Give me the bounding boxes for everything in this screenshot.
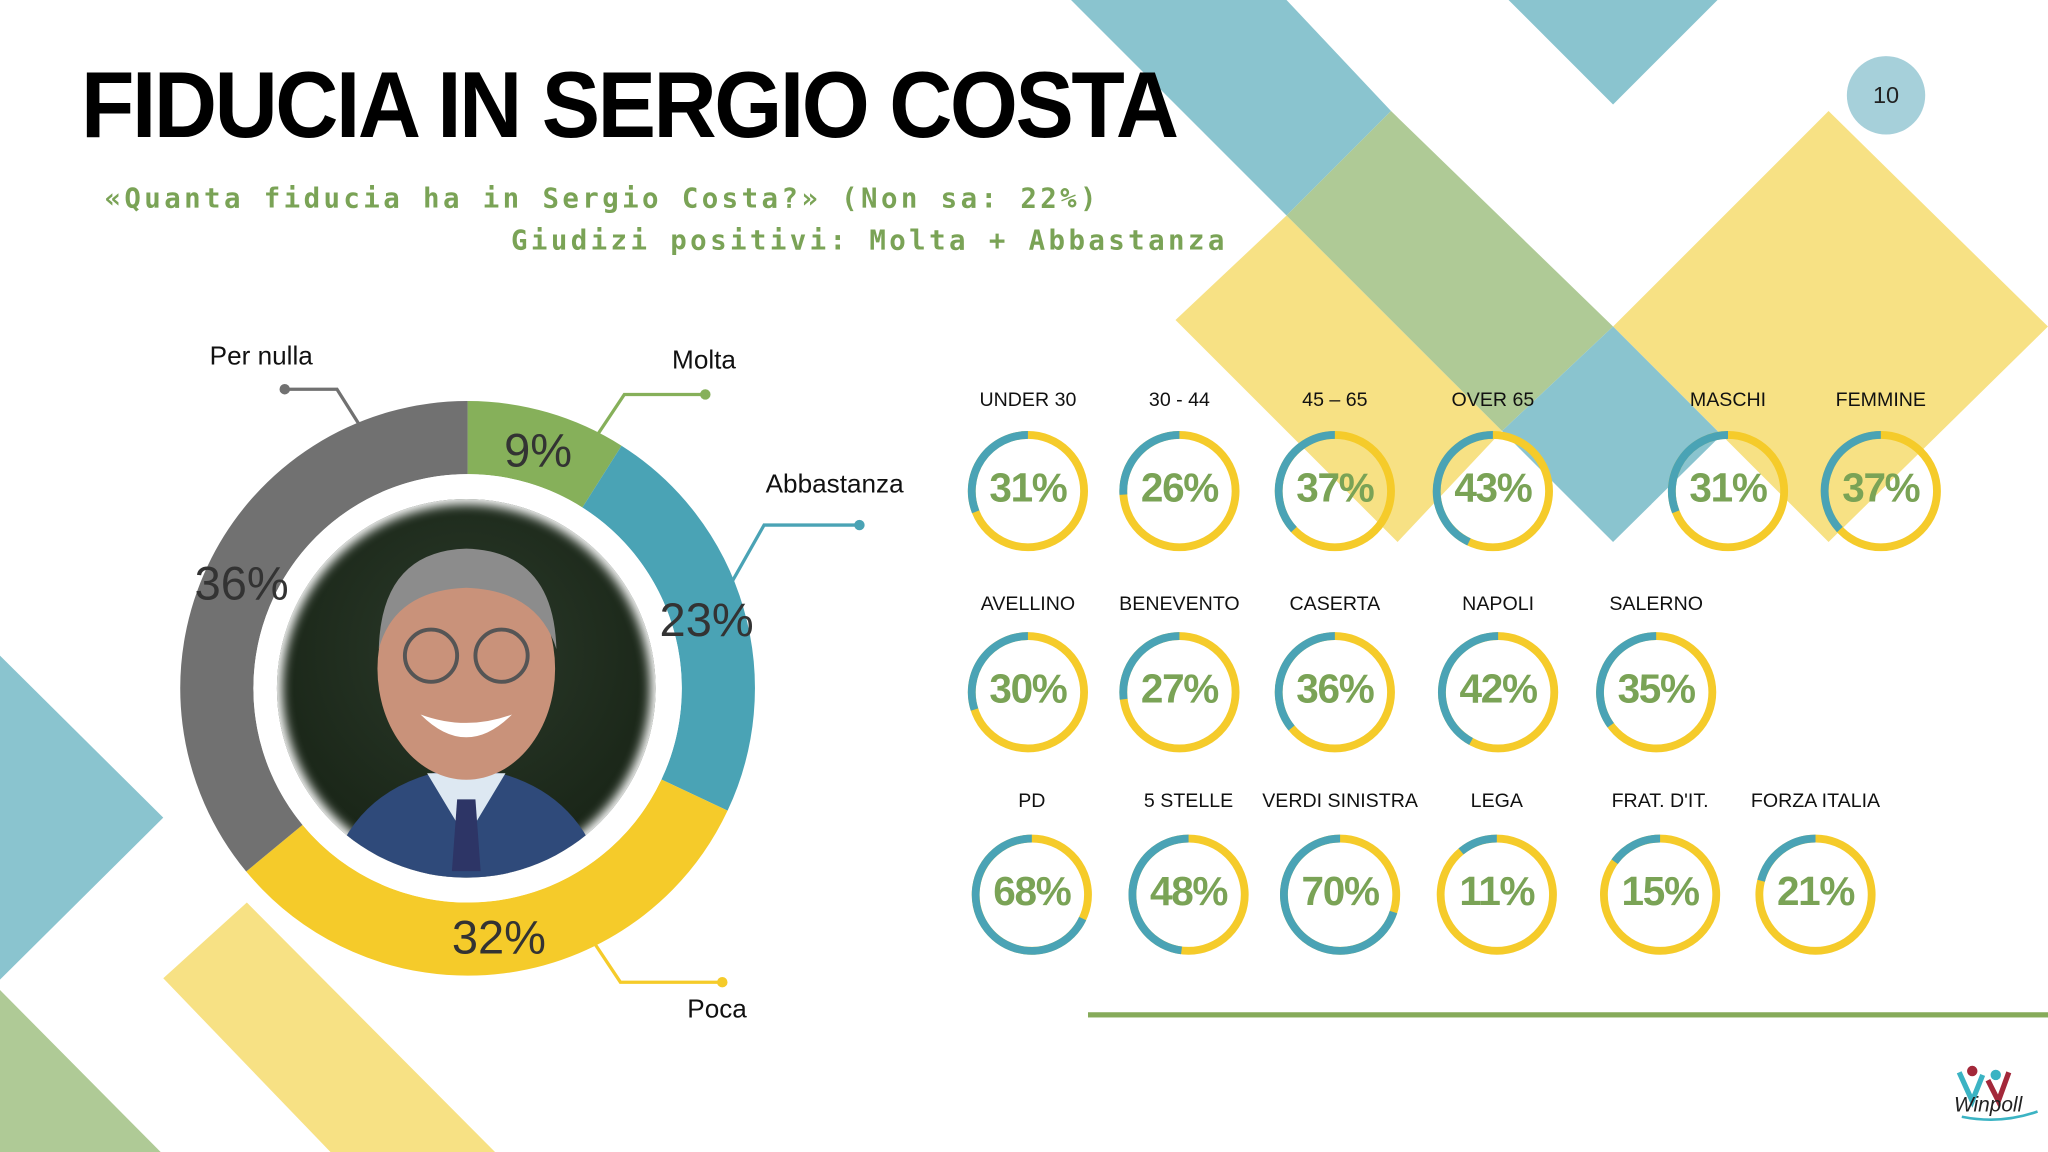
bg-yellow-diamond-left [1175,215,1503,543]
gauge-arc-verdi-sinistra [1280,834,1398,955]
legend-poca: Poca [687,995,747,1024]
page-title: FIDUCIA IN SERGIO COSTA [80,53,1179,159]
gauge-label-30-44: 30 - 44 [1148,389,1210,412]
bg-teal-band [1071,0,1392,216]
gauge-value-napoli: 42% [1459,666,1538,712]
gauge-value-maschi: 31% [1689,464,1767,511]
callout-dot-poca [717,976,728,988]
gauge-arc-femmine [1820,431,1881,533]
gauge-value-5-stelle: 48% [1150,868,1228,915]
gauge-track-frat-d-it [1599,834,1721,955]
gauge-arc-5-stelle [1128,834,1189,955]
gauge-value-salerno: 35% [1617,666,1696,712]
gauge-label-napoli: NAPOLI [1462,592,1535,616]
gauge-label-salerno: SALERNO [1609,592,1703,616]
gauge-value-lega: 11% [1459,868,1535,915]
donut-slice-per-nulla [180,400,469,872]
gauge-label-benevento: BENEVENTO [1119,592,1240,616]
page-number-badge: 10 [1846,56,1926,135]
gauge-label-45-65: 45 – 65 [1302,389,1368,412]
gauge-arc-frat-d-it [1611,834,1661,865]
gauge-value-forza-italia: 21% [1776,868,1855,915]
subtitle-positive: Giudizi positivi: Molta + Abbastanza [510,224,1228,256]
donut-callouts [279,383,865,988]
gauge-value-45-65: 37% [1296,464,1374,511]
legend-molta: Molta [672,346,736,375]
gauge-arc-forza-italia [1757,834,1816,882]
gauge-label-caserta: CASERTA [1289,592,1381,616]
gauge-label-femmine: FEMMINE [1835,389,1926,412]
svg-text:Winpoll: Winpoll [1954,1094,2024,1117]
ring-gauges [967,431,1941,955]
gauge-value-under-30: 31% [989,464,1067,511]
gauge-arc-avellino [967,632,1029,711]
slice-label-per-nulla: 36% [194,556,289,610]
gauge-value-over-65: 43% [1454,464,1532,511]
bg-teal-triangle-left [0,655,164,980]
gauge-value-benevento: 27% [1140,666,1219,712]
donut-slice-poca [246,779,728,976]
winpoll-logo: Winpoll [1954,1065,2038,1121]
gauge-value-femmine: 37% [1842,464,1920,511]
callout-dot-molta [700,389,711,400]
portrait-photo [276,498,656,878]
callout-line-per-nulla [284,387,361,426]
gauge-arc-under-30 [967,431,1029,514]
gauge-arc-over-65 [1432,431,1493,546]
legend-per-nulla: Per nulla [209,342,313,371]
gauge-label-pd: PD [1018,790,1046,813]
slice-label-abbastanza: 23% [659,592,754,647]
gauge-arc-caserta [1274,632,1335,731]
gauge-value-caserta: 36% [1296,666,1374,712]
subtitle-question: «Quanta fiducia ha in Sergio Costa?» (No… [104,182,1100,215]
bg-teal-triangle-top [1508,0,1718,105]
gauge-value-verdi-sinistra: 70% [1301,868,1380,915]
callout-line-molta [596,392,706,435]
divider-line [1087,1012,2048,1018]
donut-slice-molta [466,400,622,508]
portrait-illustration [329,548,604,878]
gauge-arc-45-65 [1274,431,1335,533]
gauge-label-maschi: MASCHI [1689,389,1767,412]
donut-slice-abbastanza [581,445,755,811]
callout-line-poca [592,942,723,984]
gauge-label-5-stelle: 5 STELLE [1143,790,1234,813]
bg-yellow-band-bottom [163,902,496,1152]
gauge-arc-pd [971,834,1087,955]
gauge-label-frat-d-it: FRAT. D'IT. [1611,790,1709,813]
gauge-arc-30-44 [1119,431,1180,495]
callout-line-abbastanza [723,523,860,596]
gauge-label-under-30: UNDER 30 [979,389,1077,412]
gauge-label-lega: LEGA [1470,790,1523,813]
gauge-arc-lega [1458,834,1497,855]
slice-label-molta: 9% [504,423,573,477]
gauge-value-pd: 68% [993,868,1071,915]
gauge-label-verdi-sinistra: VERDI SINISTRA [1262,790,1418,813]
bg-teal-diamond [1502,326,1722,543]
gauge-value-frat-d-it: 15% [1621,868,1700,915]
gauge-arc-maschi [1667,431,1729,514]
bg-green-band [1286,111,1614,432]
gauge-value-30-44: 26% [1140,464,1219,511]
gauge-label-avellino: AVELLINO [980,592,1076,616]
slice-label-poca: 32% [451,910,546,964]
callout-dot-per-nulla [279,383,290,395]
bg-green-triangle-left [0,990,161,1152]
gauge-label-over-65: OVER 65 [1451,389,1535,412]
gauge-arc-salerno [1596,632,1657,728]
gauge-arc-benevento [1119,632,1180,700]
gauge-arc-napoli [1438,632,1499,745]
gauge-label-forza-italia: FORZA ITALIA [1750,790,1881,813]
gauge-value-avellino: 30% [989,666,1067,712]
callout-dot-abbastanza [854,519,865,531]
legend-abbastanza: Abbastanza [765,470,904,499]
